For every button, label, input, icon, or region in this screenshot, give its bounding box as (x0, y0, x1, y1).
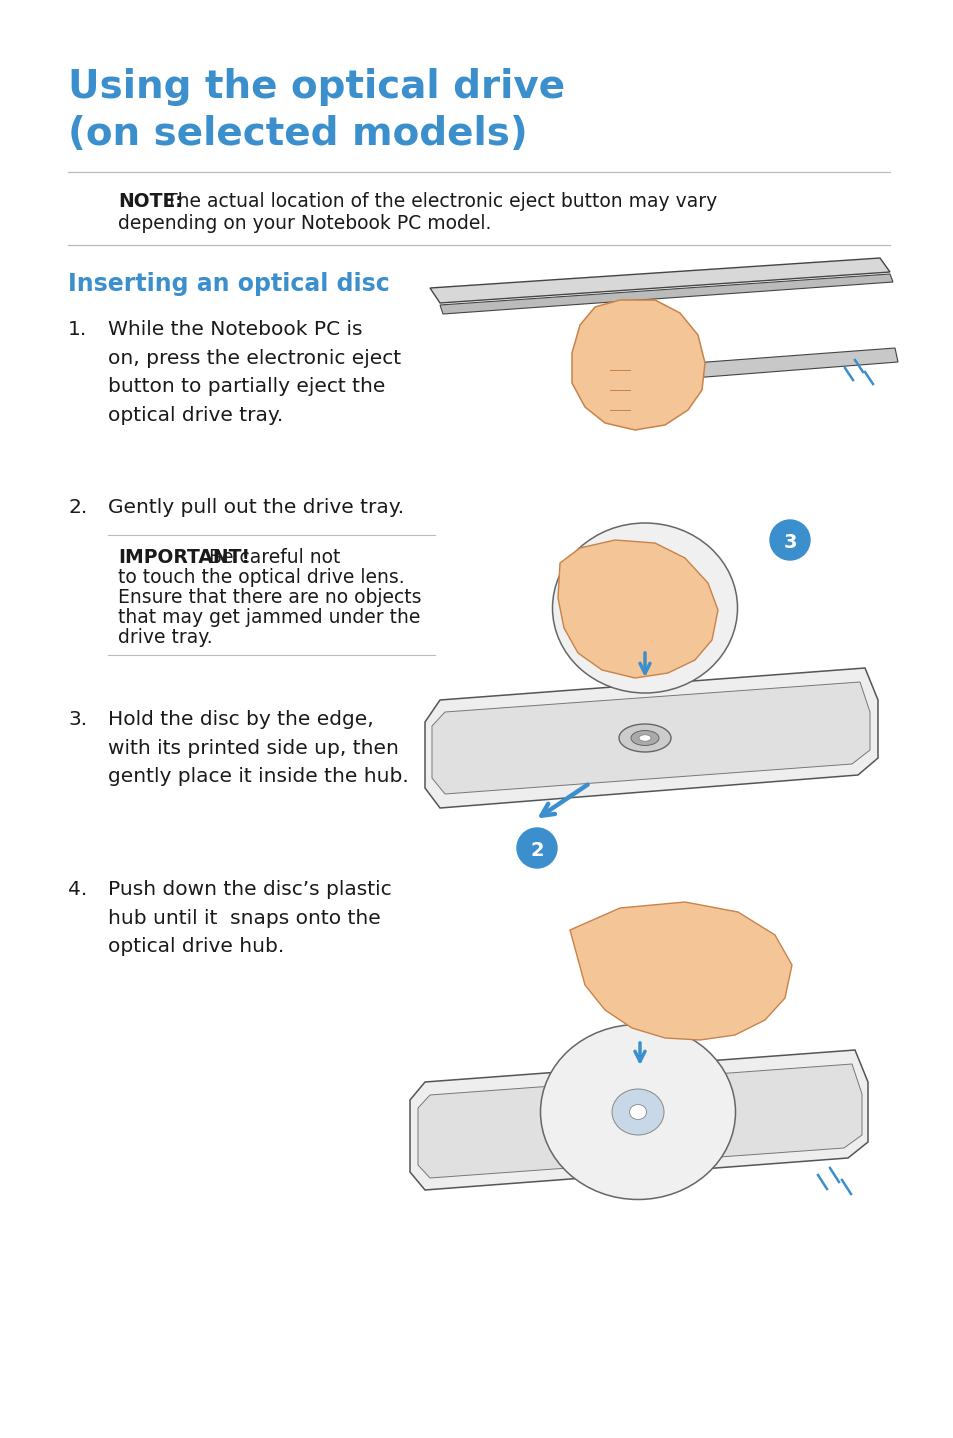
Text: 3: 3 (782, 533, 796, 552)
Text: Inserting an optical disc: Inserting an optical disc (68, 272, 390, 296)
Text: depending on your Notebook PC model.: depending on your Notebook PC model. (118, 214, 491, 233)
Text: 3.: 3. (68, 710, 87, 729)
Circle shape (517, 828, 557, 869)
Polygon shape (430, 257, 889, 303)
Text: Push down the disc’s plastic
hub until it  snaps onto the
optical drive hub.: Push down the disc’s plastic hub until i… (108, 880, 392, 956)
Text: The actual location of the electronic eject button may vary: The actual location of the electronic ej… (166, 193, 717, 211)
Ellipse shape (629, 1104, 646, 1120)
Text: IMPORTANT!: IMPORTANT! (118, 548, 250, 567)
Text: While the Notebook PC is
on, press the electronic eject
button to partially ejec: While the Notebook PC is on, press the e… (108, 321, 400, 426)
Ellipse shape (639, 735, 650, 741)
Polygon shape (439, 275, 892, 313)
Text: 2: 2 (530, 841, 543, 860)
Text: 1.: 1. (68, 321, 87, 339)
Polygon shape (417, 1064, 862, 1178)
Polygon shape (569, 902, 791, 1040)
Polygon shape (599, 348, 897, 385)
Text: Hold the disc by the edge,
with its printed side up, then
gently place it inside: Hold the disc by the edge, with its prin… (108, 710, 408, 787)
Text: that may get jammed under the: that may get jammed under the (118, 608, 420, 627)
Polygon shape (432, 682, 869, 794)
Text: Be careful not: Be careful not (209, 548, 340, 567)
Ellipse shape (540, 1024, 735, 1199)
Text: (on selected models): (on selected models) (68, 115, 527, 152)
Ellipse shape (630, 731, 659, 745)
Text: Gently pull out the drive tray.: Gently pull out the drive tray. (108, 498, 404, 518)
Text: to touch the optical drive lens.: to touch the optical drive lens. (118, 568, 404, 587)
Ellipse shape (552, 523, 737, 693)
Polygon shape (410, 1050, 867, 1191)
Circle shape (769, 521, 809, 559)
Text: drive tray.: drive tray. (118, 628, 213, 647)
Ellipse shape (612, 1089, 663, 1135)
Text: 2.: 2. (68, 498, 87, 518)
Ellipse shape (618, 723, 670, 752)
Ellipse shape (637, 601, 652, 615)
Polygon shape (424, 669, 877, 808)
Polygon shape (572, 301, 704, 430)
Text: NOTE:: NOTE: (118, 193, 183, 211)
Ellipse shape (619, 585, 669, 631)
Text: Ensure that there are no objects: Ensure that there are no objects (118, 588, 421, 607)
Text: Using the optical drive: Using the optical drive (68, 68, 564, 106)
Polygon shape (558, 541, 718, 677)
Text: 4.: 4. (68, 880, 87, 899)
